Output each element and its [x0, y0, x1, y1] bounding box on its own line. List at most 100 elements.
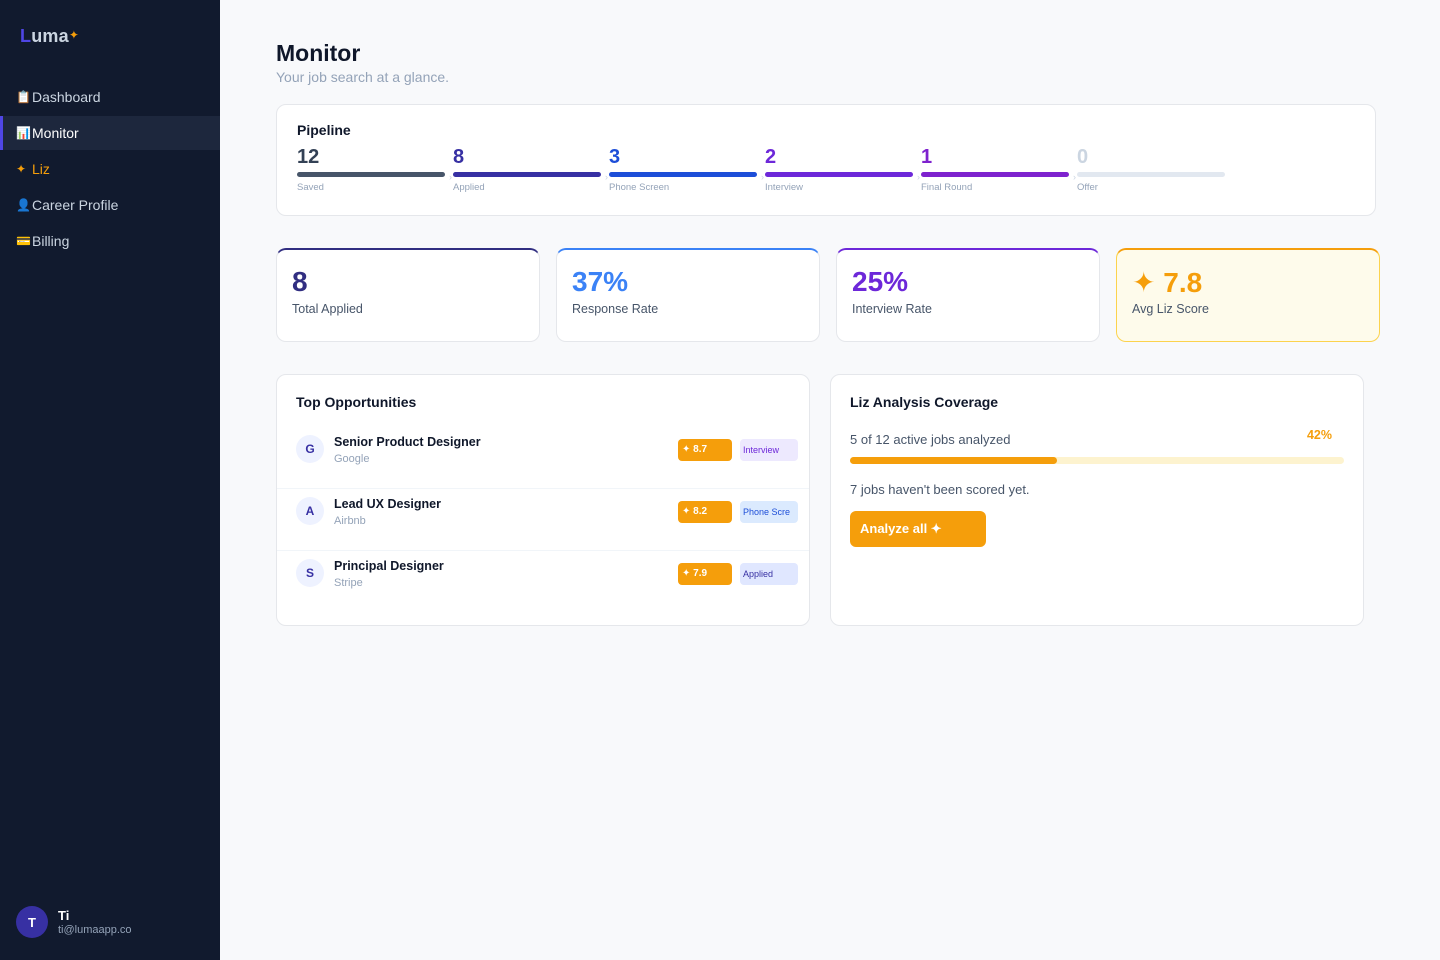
clipboard-icon: 📋: [16, 90, 31, 104]
company-logo: G: [296, 435, 324, 463]
chevron-right-icon: ›: [1073, 172, 1076, 182]
sidebar-item-label: Career Profile: [32, 197, 119, 213]
stat-label: Avg Liz Score: [1132, 302, 1209, 316]
logo-text: uma: [31, 26, 69, 46]
logo-initial: L: [20, 26, 32, 46]
pipeline-stage-final-round[interactable]: 1 Final Round ›: [921, 145, 1076, 193]
sidebar-item-label: Billing: [32, 233, 70, 249]
coverage-note: 7 jobs haven't been scored yet.: [850, 482, 1030, 497]
stat-card-total-applied: 8 Total Applied: [276, 248, 540, 342]
stat-card-response-rate: 37% Response Rate: [556, 248, 820, 342]
stage-bar: [765, 172, 913, 177]
stat-label: Interview Rate: [852, 302, 932, 316]
stage-count: 2: [765, 146, 777, 168]
sidebar-item-career-profile[interactable]: 👤 Career Profile: [0, 188, 220, 222]
chevron-right-icon: ›: [917, 172, 920, 182]
credit-card-icon: 💳: [16, 234, 31, 248]
stage-bar: [921, 172, 1069, 177]
status-badge: Phone Scre: [740, 501, 798, 523]
sidebar-item-label: Dashboard: [32, 89, 101, 105]
company-name: Google: [334, 453, 370, 465]
user-email: ti@lumaapp.co: [58, 924, 132, 936]
stage-label: Applied: [453, 182, 485, 193]
opportunity-row[interactable]: G Senior Product Designer Google ✦ 8.7 Inter…: [277, 427, 809, 489]
pipeline-stage-saved[interactable]: 12 Saved ›: [297, 145, 452, 193]
stage-bar: [297, 172, 445, 177]
pipeline-stage-offer[interactable]: 0 Offer: [1077, 145, 1225, 193]
pipeline-stage-applied[interactable]: 8 Applied ›: [453, 145, 608, 193]
sidebar-item-label: Monitor: [32, 125, 79, 141]
coverage-percent: 42%: [1306, 428, 1332, 442]
stat-card-avg-liz-score: ✦ 7.8 Avg Liz Score: [1116, 248, 1380, 342]
user-name: Ti: [58, 908, 70, 923]
stat-card-interview-rate: 25% Interview Rate: [836, 248, 1100, 342]
pipeline-stages: 12 Saved › 8 Applied › 3 Phone Screen › 2 Intervie…: [297, 145, 1233, 193]
sidebar-nav: 📋 Dashboard 📊 Monitor ✦ Liz 👤 Career Profile 💳 Bi…: [0, 80, 220, 260]
pipeline-stage-interview[interactable]: 2 Interview ›: [765, 145, 920, 193]
stage-label: Final Round: [921, 182, 973, 193]
stat-value: 37%: [572, 266, 629, 297]
status-badge: Interview: [740, 439, 798, 461]
analyze-all-button[interactable]: Analyze all ✦: [850, 511, 986, 547]
company-logo: A: [296, 497, 324, 525]
page-subtitle: Your job search at a glance.: [276, 69, 450, 85]
stage-bar: [1077, 172, 1225, 177]
stat-value: 8: [292, 266, 308, 297]
user-info: Ti ti@lumaapp.co: [58, 908, 132, 936]
status-badge: Applied: [740, 563, 798, 585]
stat-label: Response Rate: [572, 302, 659, 316]
sidebar-item-label: Liz: [32, 161, 50, 177]
liz-score-badge: ✦ 7.9: [678, 563, 732, 585]
pipeline-card: Pipeline 12 Saved › 8 Applied › 3 Phone Screen ›…: [276, 104, 1376, 216]
stat-value: 25%: [852, 266, 909, 297]
company-name: Stripe: [334, 577, 363, 589]
sidebar-item-monitor[interactable]: 📊 Monitor: [0, 116, 220, 150]
chevron-right-icon: ›: [449, 172, 452, 182]
logo-sparkle-icon: ✦: [68, 28, 80, 42]
chevron-right-icon: ›: [605, 172, 608, 182]
top-opportunities-title: Top Opportunities: [296, 394, 417, 410]
pipeline-title: Pipeline: [297, 122, 351, 138]
page-title: Monitor: [276, 40, 361, 66]
stage-count: 12: [297, 146, 320, 168]
sidebar-item-dashboard[interactable]: 📋 Dashboard: [0, 80, 220, 114]
stat-label: Total Applied: [292, 302, 363, 316]
coverage-summary: 5 of 12 active jobs analyzed: [850, 432, 1011, 447]
job-title[interactable]: Principal Designer: [334, 559, 444, 573]
coverage-progress-fill: [850, 457, 1058, 464]
avatar[interactable]: T: [16, 906, 48, 938]
sparkle-icon: ✦: [16, 162, 27, 176]
sidebar-item-liz[interactable]: ✦ Liz: [0, 152, 220, 186]
sidebar: Luma✦ 📋 Dashboard 📊 Monitor ✦ Liz 👤 Career Prof…: [0, 0, 220, 960]
stage-bar: [609, 172, 757, 177]
sidebar-item-billing[interactable]: 💳 Billing: [0, 224, 220, 258]
coverage-title: Liz Analysis Coverage: [850, 394, 999, 410]
chevron-right-icon: ›: [761, 172, 764, 182]
stage-bar: [453, 172, 601, 177]
company-logo: S: [296, 559, 324, 587]
stage-count: 8: [453, 146, 465, 168]
coverage-progress-track: [850, 457, 1344, 464]
stage-label: Saved: [297, 182, 324, 193]
stat-value: ✦ 7.8: [1132, 267, 1203, 298]
company-name: Airbnb: [334, 515, 366, 527]
opportunity-list: G Senior Product Designer Google ✦ 8.7 Inter…: [277, 427, 809, 613]
opportunity-row[interactable]: S Principal Designer Stripe ✦ 7.9 Applied: [277, 551, 809, 613]
pipeline-stage-phone-screen[interactable]: 3 Phone Screen ›: [609, 145, 764, 193]
stage-count: 0: [1077, 146, 1089, 168]
user-icon: 👤: [16, 198, 31, 212]
opportunity-row[interactable]: A Lead UX Designer Airbnb ✦ 8.2 Phone Scre: [277, 489, 809, 551]
liz-coverage-card: Liz Analysis Coverage 5 of 12 active job…: [830, 374, 1364, 626]
stage-label: Interview: [765, 182, 804, 193]
stage-count: 3: [609, 146, 621, 168]
top-opportunities-card: Top Opportunities G Senior Product Design…: [276, 374, 810, 626]
stage-label: Phone Screen: [609, 182, 670, 193]
job-title[interactable]: Lead UX Designer: [334, 497, 441, 511]
stage-label: Offer: [1077, 182, 1098, 193]
user-profile[interactable]: T Ti ti@lumaapp.co: [16, 906, 132, 938]
stage-count: 1: [921, 146, 933, 168]
logo[interactable]: Luma✦: [20, 26, 79, 47]
job-title[interactable]: Senior Product Designer: [334, 435, 481, 449]
liz-score-badge: ✦ 8.2: [678, 501, 732, 523]
liz-score-badge: ✦ 8.7: [678, 439, 732, 461]
